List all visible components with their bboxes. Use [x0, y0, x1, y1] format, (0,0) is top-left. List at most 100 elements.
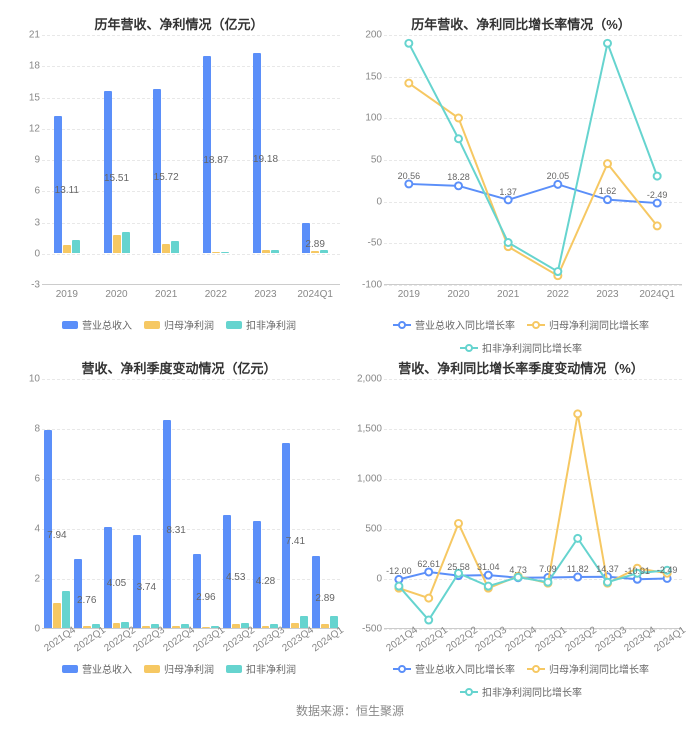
bar	[53, 603, 61, 628]
x-tick-label: 2024Q1	[653, 625, 688, 654]
legend: 营业总收入归母净利润扣非净利润	[8, 315, 350, 334]
x-tick-label: 2023Q3	[251, 625, 286, 654]
bar-value-label: 2.89	[315, 593, 334, 604]
chart-title: 历年营收、净利情况（亿元）	[8, 8, 350, 35]
legend: 营业总收入同比增长率归母净利润同比增长率扣非净利润同比增长率	[350, 659, 692, 701]
point-label: 11.82	[567, 564, 589, 574]
bar	[153, 89, 161, 253]
x-tick-label: 2020	[447, 289, 469, 300]
bar-value-label: 2.89	[305, 239, 324, 250]
chart-title: 历年营收、净利同比增长率情况（%）	[350, 8, 692, 35]
annual-growth-line-chart: 历年营收、净利同比增长率情况（%）-100-5005010015020020.5…	[350, 8, 692, 348]
bar-value-label: 4.28	[256, 576, 275, 587]
point-label: -10.91	[625, 566, 651, 576]
x-tick-label: 2019	[56, 289, 78, 300]
bar-value-label: 2.76	[77, 595, 96, 606]
y-tick-label: 9	[34, 155, 40, 166]
x-tick-label: 2021	[497, 289, 519, 300]
legend-item: 扣非净利润同比增长率	[460, 684, 582, 699]
y-tick-label: 500	[365, 524, 382, 535]
y-tick-label: -500	[362, 624, 382, 635]
y-tick-label: 3	[34, 217, 40, 228]
point-label: 20.56	[398, 171, 421, 181]
point-label: -2.49	[647, 190, 668, 200]
y-tick-label: 2,000	[357, 374, 382, 385]
legend-item: 扣非净利润	[226, 661, 296, 676]
bar	[44, 430, 52, 629]
dashboard: 历年营收、净利情况（亿元）-303691215182113.1115.5115.…	[0, 0, 700, 733]
x-tick-label: 2023Q4	[623, 625, 658, 654]
y-tick-label: 0	[376, 196, 382, 207]
y-tick-label: 6	[34, 474, 40, 485]
bar	[171, 241, 179, 252]
bar-value-label: 2.96	[196, 592, 215, 603]
bar	[74, 559, 82, 628]
legend-item: 归母净利润同比增长率	[527, 661, 649, 676]
x-tick-label: 2022	[205, 289, 227, 300]
chart-title: 营收、净利季度变动情况（亿元）	[8, 352, 350, 379]
y-tick-label: -100	[362, 280, 382, 291]
y-tick-label: 0	[376, 574, 382, 585]
x-tick-label: 2022Q2	[444, 625, 479, 654]
bar	[320, 250, 328, 253]
x-tick-label: 2022Q1	[72, 625, 107, 654]
y-tick-label: 1,500	[357, 424, 382, 435]
bar	[262, 250, 270, 253]
y-tick-label: -50	[368, 238, 382, 249]
y-tick-label: 12	[29, 123, 40, 134]
y-tick-label: 150	[365, 71, 382, 82]
x-tick-label: 2021Q4	[384, 625, 419, 654]
bar-value-label: 18.87	[203, 155, 228, 166]
bar	[253, 521, 261, 628]
bar-value-label: 7.94	[47, 530, 66, 541]
legend-item: 扣非净利润	[226, 317, 296, 332]
y-tick-label: 15	[29, 92, 40, 103]
point-label: 31.04	[477, 562, 500, 572]
y-tick-label: 10	[29, 374, 40, 385]
annual-revenue-bar-chart: 历年营收、净利情况（亿元）-303691215182113.1115.5115.…	[8, 8, 350, 348]
bar-value-label: 3.74	[137, 582, 156, 593]
bar-value-label: 4.53	[226, 572, 245, 583]
legend-item: 归母净利润	[144, 661, 214, 676]
legend-item: 营业总收入同比增长率	[393, 317, 515, 332]
point-label: 25.58	[447, 562, 470, 572]
x-tick-label: 2023Q2	[563, 625, 598, 654]
y-tick-label: 8	[34, 424, 40, 435]
y-tick-label: 1,000	[357, 474, 382, 485]
x-tick-label: 2023Q4	[281, 625, 316, 654]
x-tick-label: 2024Q1	[297, 289, 333, 300]
x-tick-label: 2023Q3	[593, 625, 628, 654]
y-tick-label: 50	[371, 155, 382, 166]
x-tick-label: 2023Q1	[533, 625, 568, 654]
bar-value-label: 8.31	[166, 525, 185, 536]
y-tick-label: 2	[34, 574, 40, 585]
bar	[291, 623, 299, 628]
bar	[122, 232, 130, 253]
legend-item: 营业总收入	[62, 317, 132, 332]
bar	[271, 250, 279, 253]
bar	[203, 56, 211, 253]
point-label: 14.37	[596, 564, 619, 574]
x-tick-label: 2022Q4	[504, 625, 539, 654]
bar	[72, 240, 80, 253]
quarterly-revenue-bar-chart: 营收、净利季度变动情况（亿元）02468107.942.764.053.748.…	[8, 352, 350, 692]
bar-value-label: 4.05	[107, 578, 126, 589]
point-label: 1.37	[499, 187, 517, 197]
y-tick-label: 0	[34, 248, 40, 259]
bar-value-label: 19.18	[253, 154, 278, 165]
bar	[312, 556, 320, 628]
chart-title: 营收、净利同比增长率季度变动情况（%）	[350, 352, 692, 379]
bar	[321, 624, 329, 628]
y-tick-label: 6	[34, 186, 40, 197]
y-tick-label: 21	[29, 30, 40, 41]
bar	[232, 624, 240, 628]
bar	[62, 591, 70, 629]
bar	[221, 252, 229, 253]
y-tick-label: -3	[31, 280, 40, 291]
bar	[223, 515, 231, 628]
x-tick-label: 2024Q1	[311, 625, 346, 654]
y-tick-label: 4	[34, 524, 40, 535]
bar	[113, 623, 121, 628]
x-tick-label: 2022Q3	[132, 625, 167, 654]
bar	[83, 626, 91, 629]
